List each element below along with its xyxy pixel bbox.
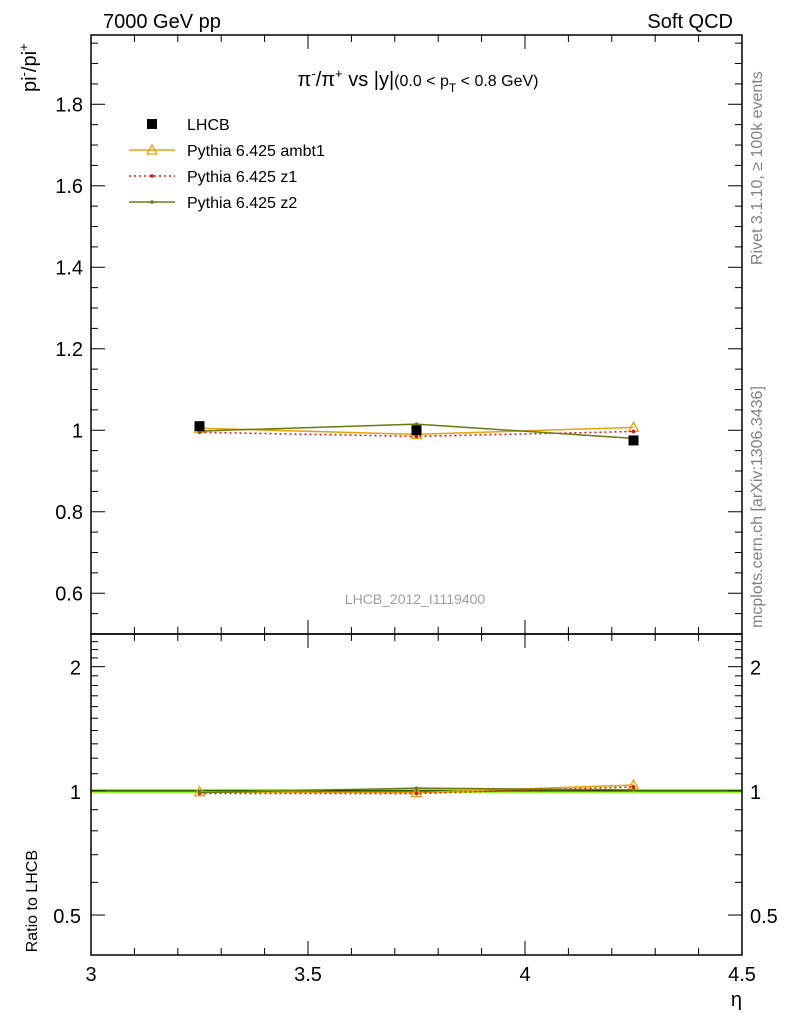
data-point-lhcb — [194, 421, 205, 432]
ratio-y-tick-label-right: 1 — [750, 782, 761, 804]
legend-marker-pythia-6-425-z2 — [150, 200, 154, 204]
rivet-label: Rivet 3.1.10, ≥ 100k events — [749, 71, 766, 265]
legend-marker-pythia-6-425-z1 — [150, 174, 154, 178]
ratio-y-tick-label: 0.5 — [53, 906, 81, 928]
main-y-tick-label: 1 — [72, 420, 83, 442]
data-point-pythia-6-425-z2 — [414, 422, 419, 426]
ratio-point-pythia-6-425-ambt1 — [410, 786, 423, 798]
legend-marker-pythia-6-425-ambt1 — [145, 143, 159, 155]
ratio-point-pythia-6-425-z2 — [631, 788, 636, 792]
main-y-tick-label: 1.2 — [55, 339, 83, 361]
x-tick-label: 3 — [85, 964, 96, 986]
main-y-tick-label: 1.6 — [55, 176, 83, 198]
main-title: π-/π+ vs |y|(0.0 < pT < 0.8 GeV) — [298, 66, 539, 95]
data-point-pythia-6-425-z1 — [631, 429, 636, 434]
x-tick-label: 4 — [519, 964, 530, 986]
ratio-plot-area: Ratio to LHCB η 0.5 0.5 1 1 2 2 3 3.5 4 4.5 — [24, 633, 778, 1011]
main-y-tick-label: 1.8 — [55, 94, 83, 116]
ratio-point-pythia-6-425-z2 — [414, 786, 419, 790]
ratio-y-axis-label: Ratio to LHCB — [24, 850, 41, 952]
header-right: Soft QCD — [647, 11, 733, 33]
main-y-tick-label: 0.6 — [55, 583, 83, 605]
ratio-y-tick-label: 1 — [70, 782, 81, 804]
data-point-pythia-6-425-z1 — [414, 434, 419, 439]
data-point-lhcb — [628, 435, 639, 446]
ratio-point-pythia-6-425-z1 — [414, 791, 419, 796]
ratio-y-tick-label-right: 2 — [750, 658, 761, 680]
ratio-frame — [90, 633, 743, 956]
main-plot-area: π-/π+ vs |y|(0.0 < pT < 0.8 GeV) pi-/pi+… — [16, 34, 743, 635]
main-y-tick-label: 0.8 — [55, 502, 83, 524]
ratio-point-pythia-6-425-z2 — [197, 790, 202, 795]
legend-label-lhcb: LHCB — [187, 117, 230, 134]
data-point-lhcb — [411, 425, 422, 436]
x-tick-label: 4.5 — [728, 964, 756, 986]
ratio-y-tick-label-right: 0.5 — [750, 906, 778, 928]
legend-label-pythia-6-425-z1: Pythia 6.425 z1 — [187, 169, 297, 186]
mcplots-label: mcplots.cern.ch [arXiv:1306.3436] — [749, 386, 766, 628]
main-y-tick-label: 1.4 — [55, 257, 83, 279]
watermark: LHCB_2012_I1119400 — [345, 591, 486, 607]
ratio-point-pythia-6-425-z1 — [631, 785, 636, 789]
x-tick-label: 3.5 — [294, 964, 322, 986]
legend-label-pythia-6-425-ambt1: Pythia 6.425 ambt1 — [187, 143, 325, 160]
ratio-y-tick-label: 2 — [70, 658, 81, 680]
main-y-axis-label: pi-/pi+ — [16, 43, 41, 92]
x-axis-label: η — [731, 989, 742, 1011]
header-left: 7000 GeV pp — [103, 11, 221, 33]
ratio-point-pythia-6-425-ambt1 — [193, 785, 206, 797]
legend-label-pythia-6-425-z2: Pythia 6.425 z2 — [187, 195, 297, 212]
legend-marker-lhcb — [147, 119, 157, 129]
